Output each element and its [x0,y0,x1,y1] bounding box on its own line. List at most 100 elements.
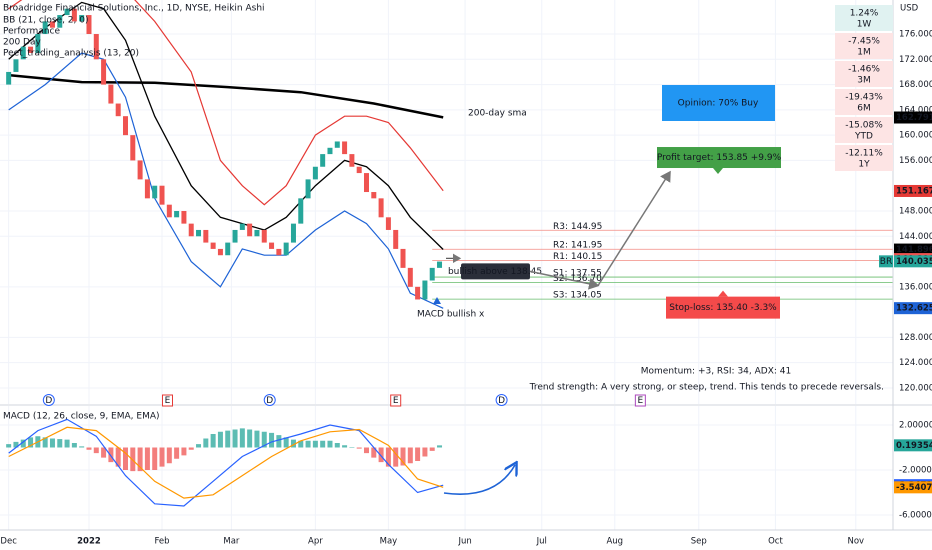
candle [305,179,311,199]
y-tick-label: 144.00000 [899,232,932,242]
macd-cross-marker [433,297,441,304]
candle [254,229,260,237]
candle [188,223,194,237]
candle [422,280,428,300]
candle [239,223,245,230]
candle [93,34,99,60]
performance-period: 6M [857,104,871,114]
macd-histogram-bar [327,440,333,448]
macd-histogram-bar [210,434,216,448]
performance-value: -1.46% [848,65,880,75]
candle [137,160,143,180]
macd-cross-label: MACD bullish x [417,310,485,320]
indicator-label: 200 Day [3,38,41,48]
macd-histogram-bar [400,447,406,466]
pivot-label: R1: 140.15 [553,252,602,262]
candle [49,21,55,28]
pivot-label: R3: 144.95 [553,222,602,232]
candle [71,8,77,22]
macd-histogram-bar [415,447,421,461]
macd-histogram-bar [203,438,209,448]
macd-histogram-bar [217,431,223,448]
macd-histogram-bar [349,447,355,448]
price-tag-label: 140.03500 [896,257,932,267]
performance-period: 3M [857,76,871,86]
macd-histogram-bar [334,443,340,448]
arrow [597,170,671,287]
candle [108,84,114,104]
candle [290,223,296,243]
macd-histogram-bar [49,438,55,448]
profit-target-label: Profit target: 153.85 +9.9% [657,153,782,163]
y-tick-label: 2.00000 [899,421,932,431]
candle [166,204,172,218]
candle [159,185,165,205]
opinion-box [662,85,775,121]
pivot-label: R2: 141.95 [553,241,602,251]
candle [144,179,150,199]
event-label: E [638,396,644,406]
macd-histogram-bar [437,445,443,448]
x-tick-label: Feb [154,537,169,547]
x-tick-label: Nov [847,537,864,547]
y-tick-label: 160.00000 [899,131,932,141]
event-label: D [45,396,52,406]
chart-title: Broadridge Financial Solutions, Inc., 1D… [3,4,265,14]
price-tag-label: 141.89644 [896,245,932,255]
candle [35,34,41,53]
candle [115,103,121,117]
candle [225,242,231,256]
profit-target-pointer [713,168,723,175]
performance-cell [835,89,893,115]
candle [283,242,289,256]
performance-value: -19.43% [845,93,883,103]
price-tag [894,184,932,197]
x-tick-label: Jun [457,537,471,547]
indicator-label: Performance [3,27,60,37]
macd-histogram-bar [13,441,19,448]
event-marker [495,394,508,406]
performance-period: YTD [854,132,873,142]
candle [261,229,267,243]
y-tick-label: 124.00000 [899,358,932,368]
macd-histogram-bar [232,429,238,448]
candle [298,198,304,224]
indicator-label: BB (21, close, 2, 0) [3,16,88,26]
y-tick-label: 156.00000 [899,156,932,166]
event-label: D [498,396,505,406]
macd-histogram-bar [283,437,289,448]
candle [342,141,348,155]
event-marker [634,394,646,407]
macd-histogram-bar [137,447,143,472]
candle [6,71,12,85]
x-tick-label: Apr [308,537,323,547]
price-tag [894,439,932,452]
macd-histogram-bar [269,432,275,448]
sma-label: 200-day sma [468,109,527,119]
candle [415,286,421,300]
pivot-label: S2: 136.70 [553,274,602,284]
event-label: D [266,396,273,406]
x-tick-label: Aug [606,537,623,547]
candle [79,15,85,22]
price-tag-label: -3.54072 [896,483,932,493]
bullish-box [461,263,530,280]
candle [232,229,238,243]
macd-histogram-bar [225,430,231,448]
y-tick-label: 176.00000 [899,30,932,40]
stop-loss-label: Stop-loss: 135.40 -3.3% [669,303,777,313]
performance-cell [835,145,893,171]
macd-histogram-bar [305,440,311,448]
candle [312,166,318,180]
macd-histogram-bar [356,447,362,449]
macd-histogram-bar [57,439,63,448]
candle [378,198,384,218]
event-marker [161,394,173,407]
macd-histogram-bar [64,439,70,448]
y-tick-label: 120.00000 [899,383,932,393]
event-marker [263,394,276,406]
stop-loss-box [666,296,780,319]
macd-histogram-bar [115,447,121,467]
